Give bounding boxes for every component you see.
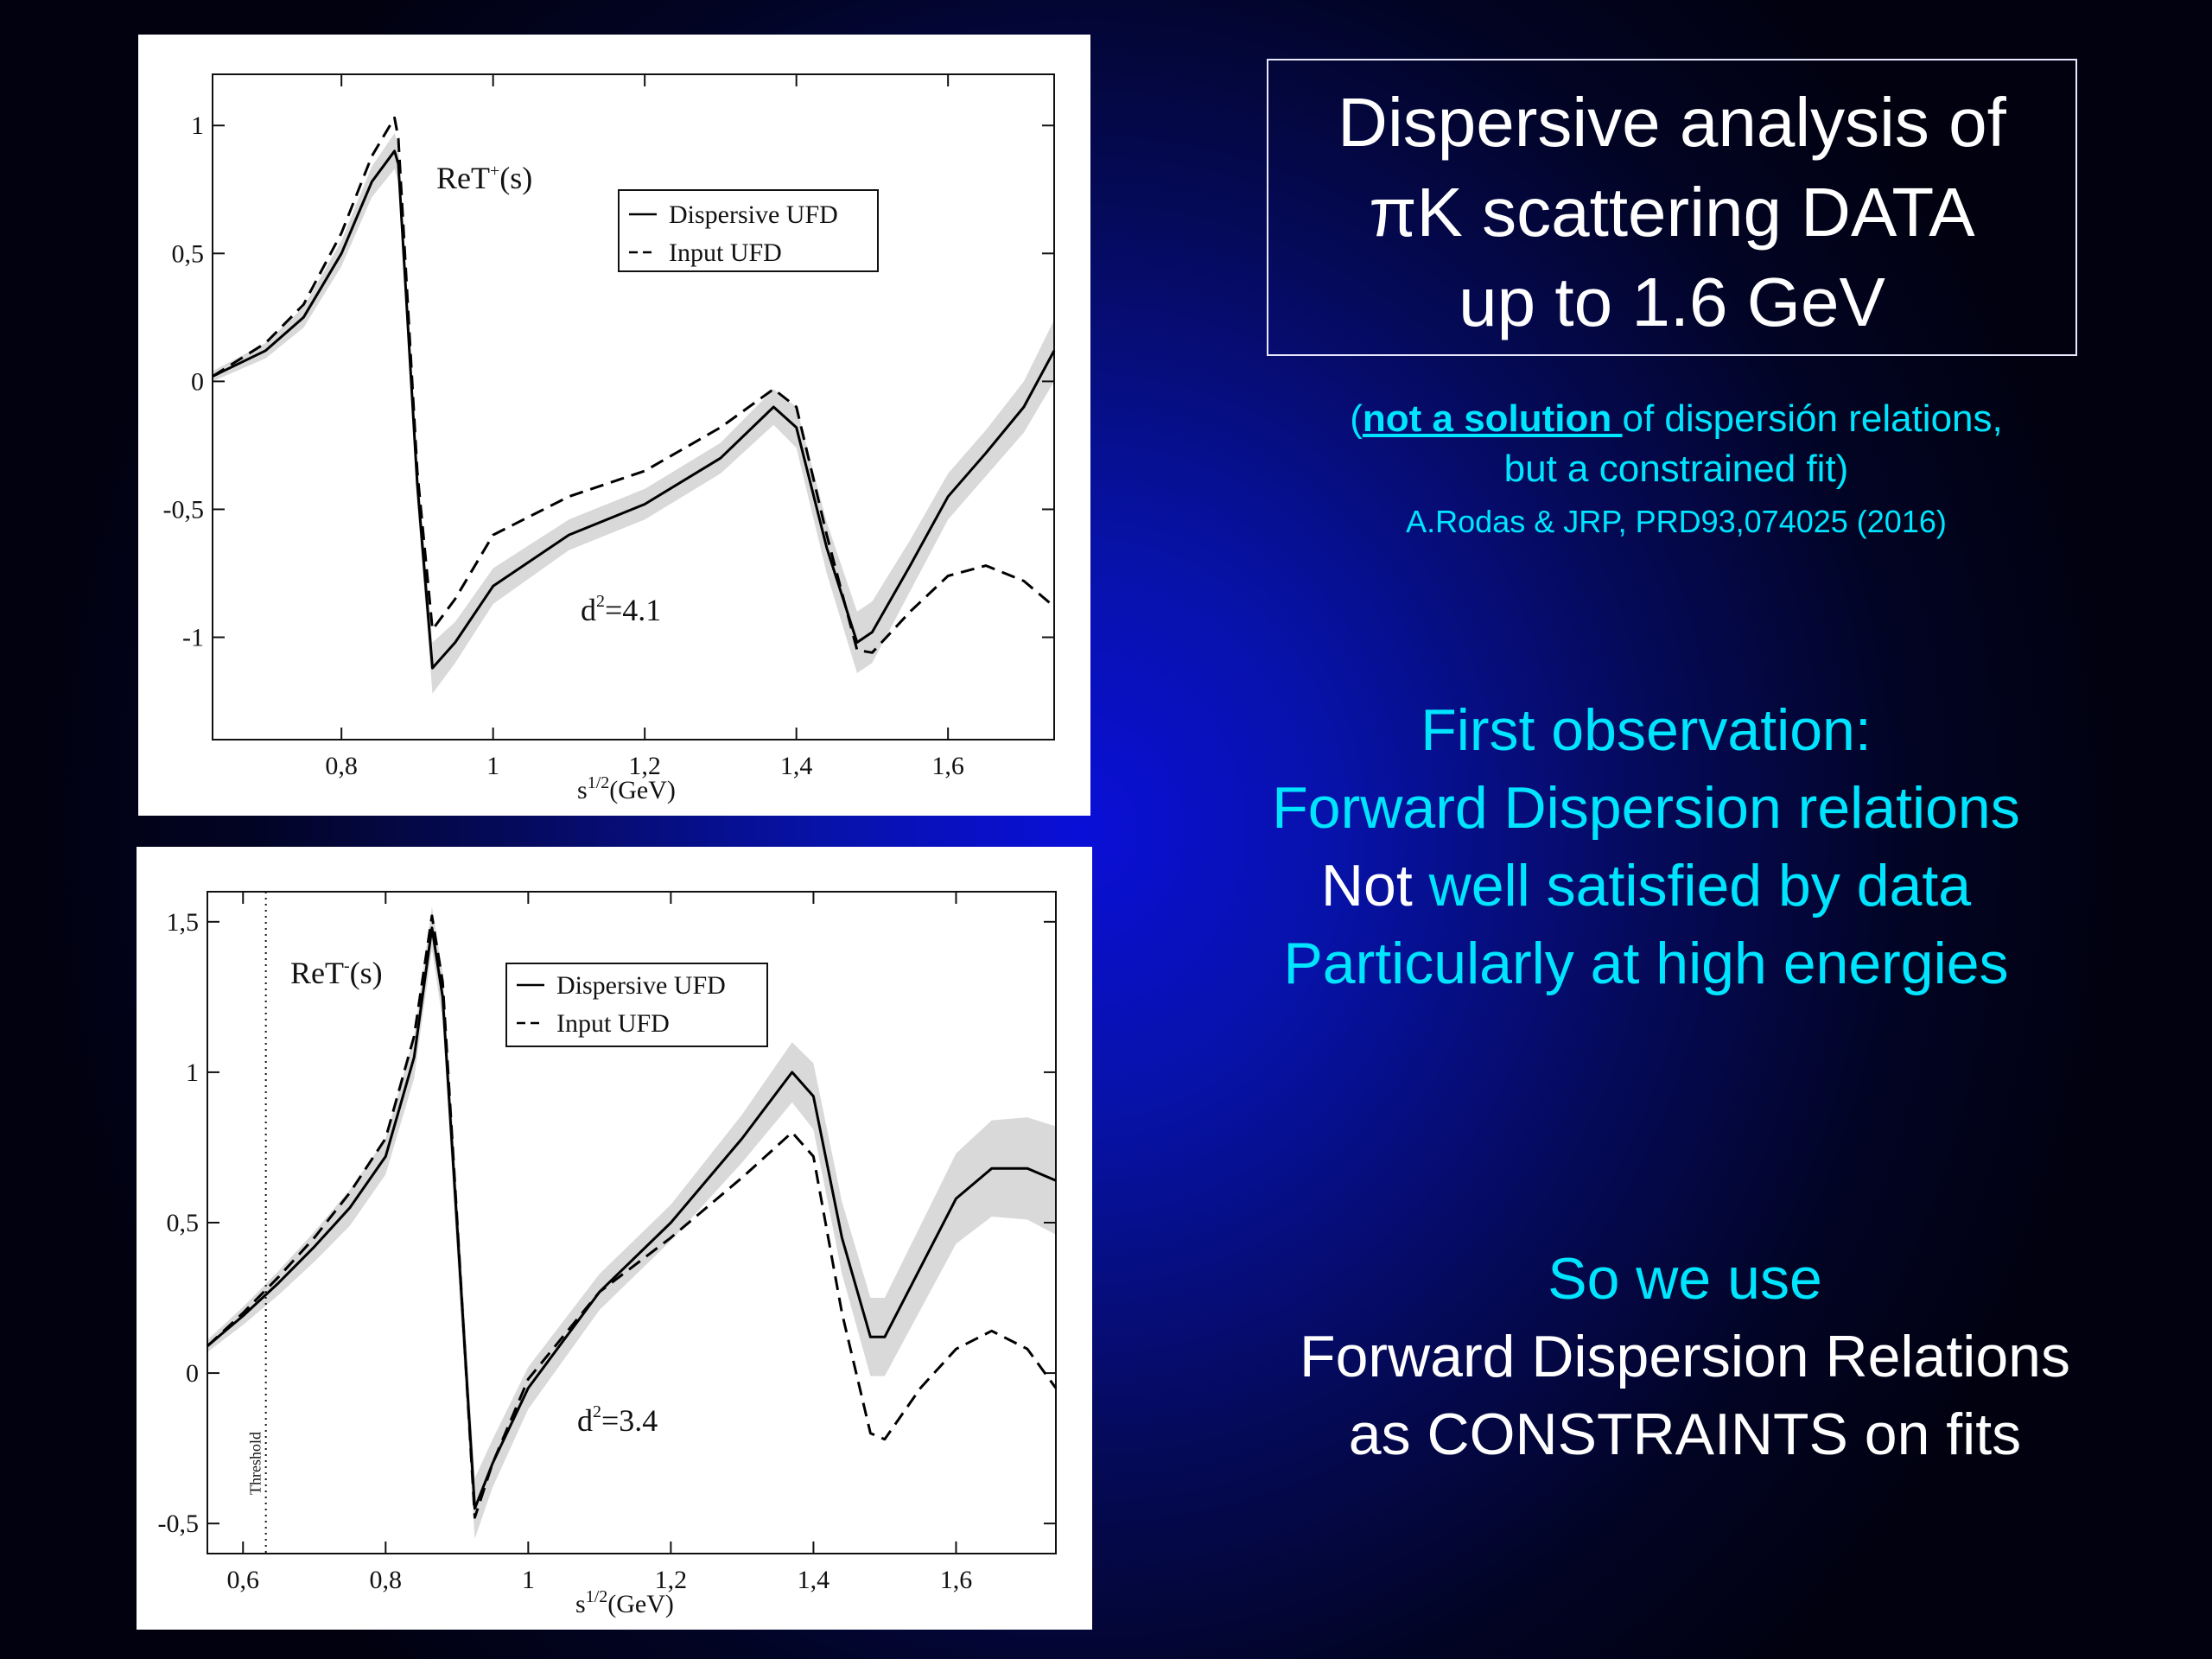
observation-line-3: Not well satisfied by data	[1320, 853, 1972, 918]
note-line-1: (not a solution of dispersión relations,	[1350, 397, 2003, 440]
y-tick-label: 0,5	[167, 1209, 200, 1237]
y-tick-label: -1	[182, 624, 204, 652]
y-tick-label: -0,5	[163, 495, 205, 524]
chart-ret-plus: 0,8 1 1,2 1,4 1,610,50-0,5-1 ReT+(s) d2=4.1 …	[163, 73, 1056, 804]
x-tick-label: 0,8	[325, 752, 358, 780]
x-tick-label: 1,4	[780, 752, 813, 780]
x-tick-label: 1,6	[931, 752, 964, 780]
series-line-input	[212, 116, 1055, 654]
chart-panel-bottom: 0,6 0,8 1 1,2 1,4 1,6 1,5 1 0,5 0 -0,5 Threshold R…	[137, 847, 1092, 1630]
y-tick-label: 0	[191, 367, 204, 396]
y-tick-label: 1,5	[167, 908, 200, 937]
y-tick-label: 0	[186, 1359, 199, 1388]
note-line-2: but a constrained fit)	[1503, 448, 1849, 490]
observation-line-2: Forward Dispersion relations	[1272, 775, 2020, 841]
reference-citation: A.Rodas & JRP, PRD93,074025 (2016)	[1406, 504, 1947, 539]
title-line-3: up to 1.6 GeV	[1459, 264, 1885, 340]
series-line-input	[206, 914, 1058, 1519]
chart-label: ReT-(s)	[290, 956, 383, 990]
legend-item-dispersive: Dispersive UFD	[669, 200, 838, 229]
conclusion-line-1: So we use	[1548, 1246, 1822, 1312]
title-line-1: Dispersive analysis of	[1338, 84, 2006, 161]
note-emphasis: not a solution	[1362, 397, 1623, 440]
legend-item-dispersive: Dispersive UFD	[556, 971, 726, 1000]
y-tick-label: -0,5	[158, 1510, 200, 1538]
legend-item-input: Input UFD	[669, 238, 782, 267]
chi2-annotation: d2=4.1	[581, 592, 661, 627]
x-tick-label: 0,6	[227, 1566, 260, 1594]
y-tick-label: 0,5	[172, 239, 205, 268]
series-line-dispersive	[207, 926, 1057, 1510]
plot-frame	[212, 73, 1055, 741]
y-tick-label: 1	[186, 1058, 199, 1087]
chart-panel-top: 0,8 1 1,2 1,4 1,6 1 0,5 0 -0,5 -1 ReT+(s) d2=4.1 …	[138, 35, 1090, 816]
x-tick-label: 1,2	[655, 1566, 688, 1594]
legend: Dispersive UFD Input UFD	[505, 963, 768, 1047]
x-axis-title: s1/2(GeV)	[575, 1587, 674, 1618]
threshold-label: Threshold	[247, 1432, 264, 1495]
x-tick-label: 1,4	[798, 1566, 830, 1594]
chart-ret-minus: 0,6 0,8 1 1,2 1,4 1,6 1,5 1 0,5 0 -0,5 Threshold R…	[158, 891, 1058, 1618]
observation-line-1: First observation:	[1421, 697, 1872, 763]
x-tick-label: 1	[522, 1566, 535, 1594]
conclusion-line-3: as CONSTRAINTS on fits	[1348, 1402, 2022, 1467]
y-tick-label: 1	[191, 111, 204, 140]
x-tick-label: 1,2	[628, 752, 661, 780]
conclusion-line-2: Forward Dispersion Relations	[1300, 1324, 2070, 1389]
legend-item-input: Input UFD	[556, 1009, 670, 1038]
legend: Dispersive UFD Input UFD	[618, 189, 879, 272]
x-tick-label: 1,6	[940, 1566, 973, 1594]
title-line-2: πK scattering DATA	[1369, 174, 1975, 251]
x-tick-label: 0,8	[370, 1566, 403, 1594]
x-tick-label: 1	[486, 752, 499, 780]
chi2-annotation: d2=3.4	[577, 1402, 658, 1438]
x-axis-title: s1/2(GeV)	[577, 773, 676, 804]
series-line-dispersive	[212, 149, 1056, 670]
title-box: Dispersive analysis of πK scattering DAT…	[1267, 59, 2077, 356]
chart-label: ReT+(s)	[436, 161, 532, 195]
observation-line-4: Particularly at high energies	[1283, 931, 2009, 996]
